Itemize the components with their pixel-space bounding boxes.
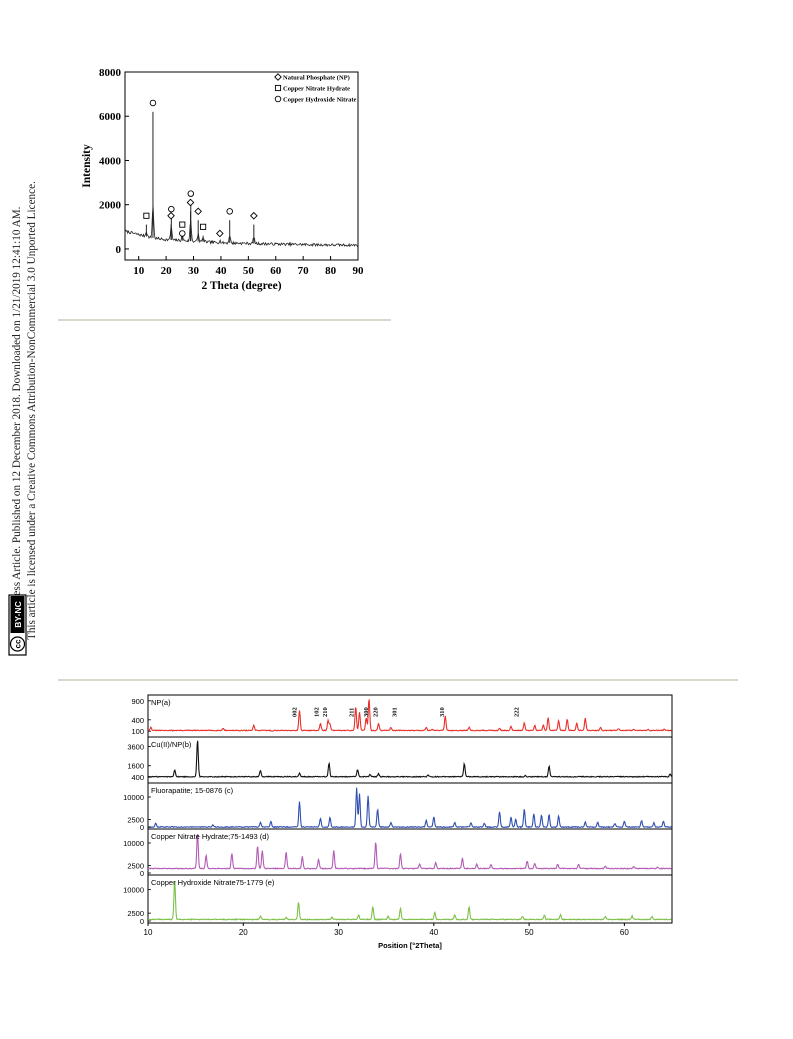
- peak-marker-circle: [187, 190, 195, 197]
- panel-name: NP(a): [151, 698, 171, 707]
- xrd-chart-1: 10 20 30 40 50 60 70 80 90 0 2000 4000 6000 8000 2 The…: [81, 67, 365, 292]
- y-tick-label: 1600: [127, 762, 144, 771]
- y-tick-label: 900: [131, 697, 144, 706]
- peak-index-label: 222: [514, 707, 521, 717]
- y-tick-label: 6000: [99, 111, 122, 123]
- panel-name: Copper Nitrate Hydrate;75-1493 (d): [151, 832, 269, 841]
- peak-marker-diamond: [249, 211, 258, 220]
- peak-index-label: 002: [292, 707, 299, 717]
- x-tick-label: 70: [298, 265, 310, 277]
- x-tick-label: 50: [243, 265, 255, 277]
- legend-marker-circle: [274, 95, 282, 103]
- y-tick-label: 400: [131, 716, 144, 725]
- x-tick-label: 20: [239, 928, 248, 937]
- peak-marker-square: [179, 221, 186, 228]
- y-tick-label: 4000: [99, 155, 122, 167]
- legend-marker-diamond: [274, 73, 282, 81]
- y-tick-label: 2500: [127, 909, 144, 918]
- peak-marker-circle: [168, 205, 175, 213]
- panel-trace: [147, 787, 672, 829]
- x-tick-label: 10: [133, 265, 145, 277]
- y-tick-label: 2500: [127, 862, 144, 871]
- peak-marker-diamond: [186, 198, 195, 207]
- panel-name: Cu(II)/NP(b): [151, 740, 192, 749]
- x-tick-label: 30: [334, 928, 343, 937]
- x-tick-label: 30: [188, 265, 200, 277]
- y-tick-label: 2000: [99, 200, 122, 212]
- plot-frame: [124, 71, 359, 261]
- peak-index-label: 310: [439, 707, 446, 717]
- peak-marker-diamond: [194, 207, 203, 216]
- peak-marker-circle: [226, 208, 233, 215]
- peak-index-label: 102: [313, 707, 320, 717]
- diffraction-trace: [124, 205, 359, 248]
- license-sidebar: Open Access Article. Published on 12 Dec…: [8, 181, 38, 656]
- x-tick-label: 10: [144, 928, 153, 937]
- legend-marker-square: [274, 84, 282, 92]
- panel-0: 100 400 900 NP(a) 002 102 210 211 300 220 301 310 22…: [131, 697, 672, 736]
- peak-marker-circle: [179, 230, 186, 237]
- panel-trace: [147, 881, 672, 921]
- license-line-1: Open Access Article. Published on 12 Dec…: [11, 206, 23, 640]
- cc-by-nc-badge: cc BY-NC: [8, 594, 27, 656]
- peak-index-label: 300: [363, 707, 370, 717]
- legend-label: Copper Hydroxide Nitrate: [283, 97, 357, 104]
- peak-marker-diamond: [167, 211, 175, 220]
- y-tick-label: 100: [131, 727, 144, 736]
- panel-trace: [147, 699, 672, 732]
- y-tick-label: 8000: [99, 67, 122, 79]
- x-axis-label: 2 Theta (degree): [201, 280, 281, 292]
- x-tick-label: 80: [325, 265, 337, 277]
- y-tick-label: 400: [131, 773, 144, 782]
- y-tick-label: 0: [116, 244, 122, 256]
- plot-frame: [147, 694, 673, 924]
- panel-name: Copper Hydroxide Nitrate75-1779 (e): [151, 878, 275, 887]
- panel-1: 400 1600 3600 Cu(II)/NP(b): [127, 736, 673, 782]
- legend-label: Natural Phosphate (NP): [283, 75, 350, 82]
- peak-index-label: 211: [349, 708, 356, 717]
- y-tick-label: 10000: [123, 886, 144, 895]
- separator-rule-1: [58, 319, 391, 321]
- separator-rule-2: [58, 679, 738, 681]
- y-tick-label: 0: [140, 917, 144, 926]
- panel-trace: [147, 833, 672, 870]
- y-axis-label: Intensity: [81, 144, 93, 188]
- y-tick-label: 0: [140, 869, 144, 878]
- x-tick-label: 40: [429, 928, 438, 937]
- cc-icon: [9, 636, 26, 652]
- peak-marker-square: [200, 223, 207, 230]
- peak-index-label: 301: [392, 707, 399, 717]
- y-tick-label: 10000: [123, 839, 144, 848]
- y-tick-label: 3600: [127, 743, 144, 752]
- peak-marker-diamond: [216, 229, 224, 238]
- peak-index-label: 210: [322, 707, 329, 717]
- x-tick-label: 40: [215, 265, 227, 277]
- peak-marker-square: [143, 212, 150, 219]
- x-axis-label: Position [°2Theta]: [378, 941, 442, 950]
- x-tick-label: 20: [161, 265, 173, 277]
- cc-icon-label: cc: [14, 639, 23, 648]
- panel-name: Fluorapatite; 15-0876 (c): [151, 786, 234, 795]
- legend-label: Copper Nitrate Hydrate: [283, 86, 350, 93]
- y-tick-label: 2500: [127, 816, 144, 825]
- x-tick-label: 50: [525, 928, 534, 937]
- badge-label: BY-NC: [13, 601, 23, 627]
- peak-marker-circle: [149, 99, 157, 107]
- x-tick-label: 90: [353, 265, 365, 277]
- y-tick-label: 10000: [123, 793, 144, 802]
- x-tick-label: 60: [620, 928, 629, 937]
- x-tick-label: 60: [270, 265, 282, 277]
- license-line-2: This article is licensed under a Creativ…: [26, 181, 38, 640]
- peak-index-label: 220: [373, 707, 380, 717]
- panel-trace: [147, 740, 673, 779]
- y-tick-label: 0: [140, 823, 144, 832]
